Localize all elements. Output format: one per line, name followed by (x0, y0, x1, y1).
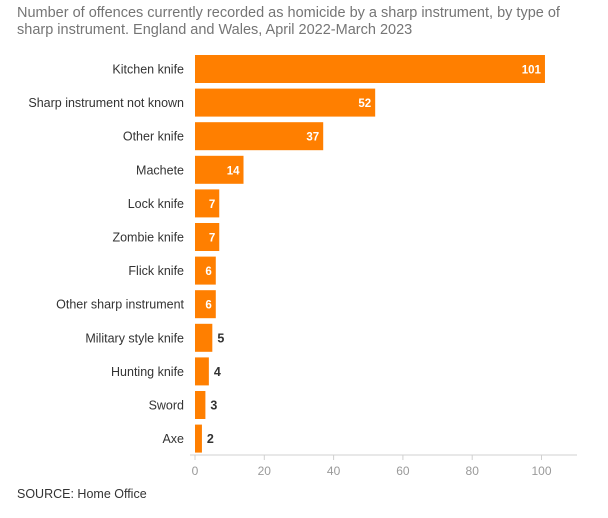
value-label: 7 (209, 199, 215, 211)
value-label: 6 (205, 300, 211, 312)
value-label: 101 (522, 65, 542, 77)
bar (195, 88, 376, 117)
x-tick-label: 100 (531, 464, 551, 478)
x-tick-label: 60 (396, 464, 410, 478)
category-label: Military style knife (85, 331, 184, 345)
x-tick-label: 20 (258, 464, 272, 478)
x-tick-label: 0 (192, 464, 199, 478)
category-label: Hunting knife (111, 365, 184, 379)
bar (195, 155, 244, 184)
category-label: Lock knife (128, 197, 184, 211)
value-label: 6 (205, 266, 211, 278)
bar (195, 122, 324, 151)
bar (195, 323, 213, 352)
value-label: 5 (217, 331, 224, 345)
value-label: 4 (214, 365, 221, 379)
bar (195, 357, 209, 386)
category-label: Flick knife (128, 264, 184, 278)
value-label: 14 (227, 165, 240, 177)
x-tick-label: 40 (327, 464, 341, 478)
chart-title: Number of offences currently recorded as… (17, 5, 560, 38)
bar (195, 290, 216, 319)
value-label: 52 (358, 98, 371, 110)
bar (195, 256, 216, 285)
category-label: Other sharp instrument (56, 298, 184, 312)
category-label: Sword (149, 399, 184, 413)
category-label: Machete (136, 163, 184, 177)
value-label: 7 (209, 233, 215, 245)
source-note: SOURCE: Home Office (17, 487, 147, 501)
category-label: Axe (162, 432, 184, 446)
category-label: Kitchen knife (112, 63, 184, 77)
bar (195, 189, 220, 218)
value-label: 2 (207, 432, 214, 446)
bar (195, 424, 202, 453)
value-label: 3 (210, 399, 217, 413)
bar (195, 223, 220, 251)
category-label: Other knife (123, 130, 184, 144)
category-label: Zombie knife (112, 231, 184, 245)
value-label: 37 (306, 132, 319, 144)
x-tick-label: 80 (466, 464, 480, 478)
category-label: Sharp instrument not known (28, 96, 184, 110)
bar (195, 391, 206, 419)
bar (195, 55, 545, 83)
